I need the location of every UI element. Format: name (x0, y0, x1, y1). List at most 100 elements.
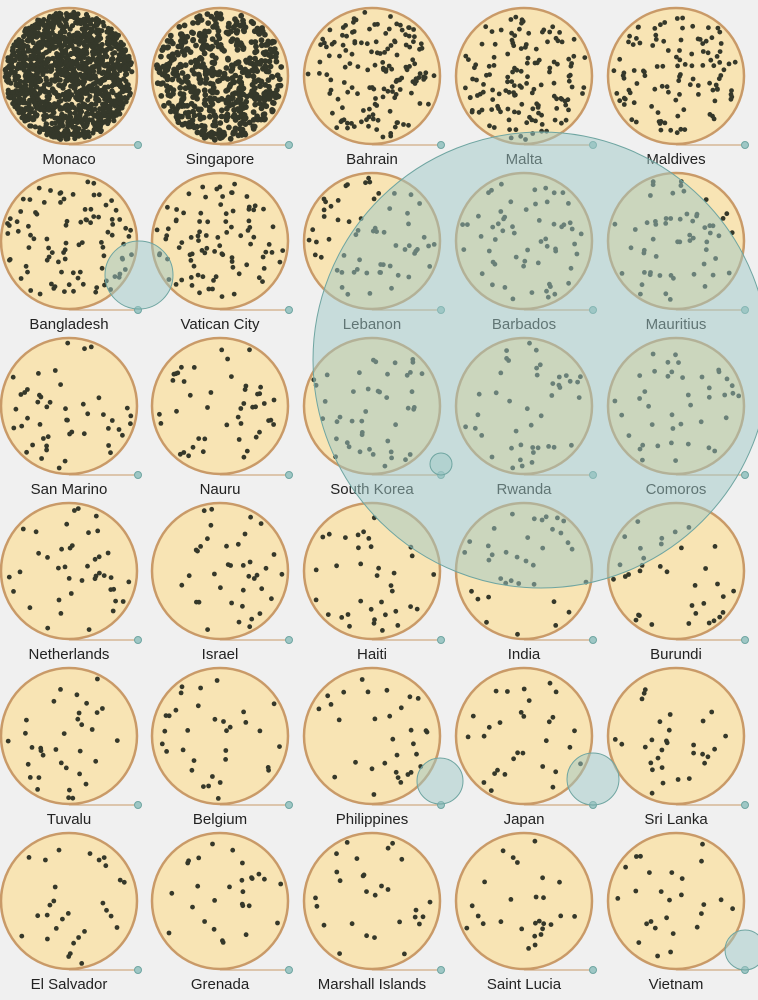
population-dot (96, 395, 102, 401)
population-dot (248, 514, 254, 520)
population-dot (113, 598, 118, 604)
population-dot (84, 110, 90, 117)
population-dot (20, 526, 26, 532)
population-dot (92, 576, 98, 582)
population-dot (196, 599, 202, 605)
population-dot (275, 920, 280, 926)
population-dot (634, 81, 640, 86)
population-dot (313, 597, 319, 603)
population-dot (655, 953, 660, 959)
population-dot (387, 108, 393, 114)
population-dot (67, 545, 73, 551)
population-dot (689, 51, 695, 57)
population-dot (690, 76, 696, 82)
population-dot (664, 84, 670, 90)
population-dot (206, 96, 213, 103)
population-dot (224, 105, 230, 112)
population-dot (109, 114, 116, 120)
population-dot (536, 918, 542, 924)
population-dot (203, 67, 210, 74)
population-dot (70, 192, 76, 197)
population-dot (169, 56, 176, 63)
population-dot (705, 50, 711, 56)
population-dot (505, 74, 511, 80)
population-dot (24, 449, 29, 455)
population-dot (395, 775, 401, 780)
population-dot (631, 100, 637, 106)
population-dot (164, 73, 171, 80)
country-label: Haiti (357, 646, 387, 663)
dot-cluster (154, 10, 285, 143)
population-dot (125, 87, 131, 93)
population-dot (677, 48, 682, 53)
population-dot (57, 10, 63, 16)
population-dot (13, 406, 19, 412)
population-dot (368, 606, 374, 612)
population-dot (106, 426, 111, 431)
population-dot (224, 422, 230, 428)
population-dot (224, 543, 229, 549)
country-label: Nauru (200, 481, 241, 498)
population-dot (179, 240, 185, 246)
population-dot (523, 44, 528, 50)
population-dot (52, 884, 58, 890)
population-dot (341, 80, 347, 85)
population-dot (23, 730, 28, 736)
population-dot (347, 61, 353, 66)
population-dot (164, 749, 170, 754)
population-dot (240, 46, 247, 52)
population-dot (86, 17, 92, 23)
dot-cluster (316, 677, 430, 797)
country-label: Burundi (650, 646, 702, 663)
population-dot (11, 425, 17, 431)
population-dot (124, 405, 130, 411)
country-label: Israel (202, 646, 239, 663)
population-dot (525, 55, 531, 61)
population-dot (518, 710, 524, 715)
population-dot (92, 556, 98, 562)
population-dot (196, 855, 202, 861)
population-dot (74, 72, 80, 78)
population-dot (532, 933, 538, 939)
population-dot (7, 216, 13, 222)
population-dot (111, 586, 117, 592)
overlay-circle (416, 757, 464, 805)
population-dot (110, 608, 116, 614)
dot-cluster (464, 838, 577, 951)
population-dot (260, 279, 265, 284)
population-dot (395, 623, 401, 628)
population-dot (116, 81, 122, 87)
population-dot (492, 41, 498, 47)
population-dot (642, 73, 648, 79)
population-dot (201, 50, 208, 57)
population-dot (275, 83, 282, 89)
population-dot (472, 65, 477, 71)
population-dot (52, 32, 58, 39)
population-dot (46, 107, 52, 113)
population-dot (96, 192, 102, 198)
country-panel: Singapore (150, 6, 293, 168)
population-dot (51, 898, 57, 904)
population-dot (505, 51, 511, 57)
population-dot (38, 394, 44, 400)
population-dot (278, 64, 285, 70)
population-dot (246, 573, 252, 579)
population-dot (637, 40, 643, 46)
population-dot (223, 88, 230, 94)
population-dot (188, 275, 194, 280)
population-dot (57, 191, 63, 196)
population-dot (186, 453, 192, 459)
population-dot (121, 65, 127, 72)
population-dot (401, 122, 406, 127)
population-dot (188, 235, 194, 240)
country-disc (150, 336, 290, 476)
population-dot (205, 536, 210, 542)
population-dot (108, 45, 114, 52)
population-dot (720, 216, 726, 221)
population-dot (529, 117, 535, 123)
population-dot (431, 73, 437, 79)
population-dot (34, 67, 41, 73)
population-dot (31, 99, 37, 105)
population-dot (689, 63, 695, 69)
population-dot (48, 126, 54, 132)
